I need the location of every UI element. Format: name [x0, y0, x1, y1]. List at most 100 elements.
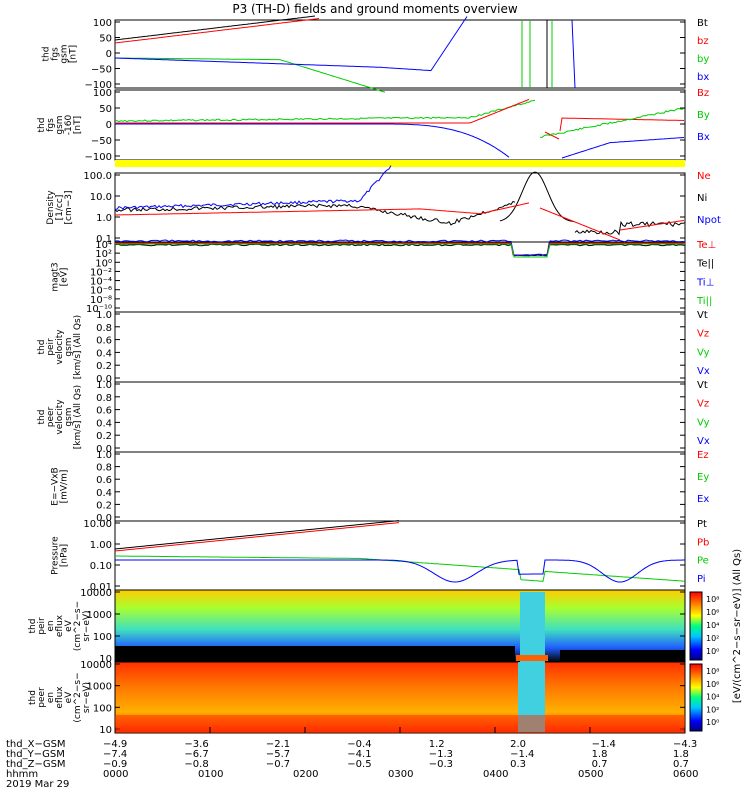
footer-value: −7.4 [103, 749, 128, 760]
ytick-label: 0.6 [96, 336, 112, 347]
legend-Bt: Bt [697, 18, 708, 29]
ylabel: gsm [64, 337, 74, 356]
footer-value: −1.4 [510, 749, 535, 760]
ylabel: gsm [64, 407, 74, 426]
ylabel: thd [37, 410, 47, 425]
ytick-label: 0.6 [96, 475, 112, 486]
ytick-label: 1.0 [96, 380, 112, 391]
ylabel: thd [37, 118, 47, 133]
line-Te-perp [115, 242, 685, 256]
line-Ne-end [619, 219, 685, 231]
ylabel: peer [46, 406, 56, 427]
line-Bx [115, 123, 510, 158]
ytick-label: 10⁻¹⁰ [86, 304, 112, 315]
colorbar-tick: 10⁶ [706, 680, 719, 689]
ylabel: magt3 [51, 262, 61, 291]
line-Npot [115, 165, 392, 210]
ytick-label: 10.00 [83, 519, 112, 530]
ytick-label: 0.6 [96, 406, 112, 417]
ytick-label: 10000 [80, 588, 112, 599]
ytick-label: 0.1 [96, 234, 112, 245]
panel-frame-pressure [114, 520, 686, 591]
footer-label: thd_Y−GSM [6, 749, 65, 760]
footer-value: −0.7 [265, 759, 291, 770]
line-Pi [115, 559, 685, 583]
line-Bt [114, 15, 316, 41]
colorbar-tick: 10² [706, 634, 719, 643]
peir-dark-band [115, 646, 515, 662]
panel-frame-peir-velocity [114, 311, 686, 383]
ytick-label: 10⁰ [95, 258, 112, 269]
line-Te-par [114, 243, 686, 257]
ylabel: eflux [55, 686, 65, 709]
ylabel: gsm [55, 115, 65, 134]
line-Bz-recovery [544, 131, 560, 140]
ylabel: eV [64, 691, 74, 704]
footer-value: −2.1 [265, 739, 291, 750]
ylabel: fgs [51, 47, 61, 61]
ylabel: thd [28, 690, 38, 705]
peir-dark-band-2 [560, 650, 685, 662]
ytick-label: 0.2 [96, 361, 112, 372]
ytick-label: 100 [93, 703, 112, 714]
ylabel: [eV] [60, 268, 70, 287]
ylabel: peer [37, 687, 47, 708]
legend-Te||: Te|| [696, 259, 714, 270]
ylabel: thd [37, 340, 47, 355]
footer-value: −4.1 [347, 749, 372, 760]
colorbar-label: [eV/(cm^2−s−sr−eV)] (All Qs) [732, 549, 743, 703]
footer-value: −6.7 [184, 749, 209, 760]
ylabel: (cm^2−s− [73, 672, 83, 722]
ylabel: [nT] [69, 45, 79, 63]
ylabel: [mV/m] [60, 470, 70, 504]
ytick-label: 0.10 [90, 561, 112, 572]
colorbar-tick: 10⁸ [706, 667, 719, 676]
footer-value: 0400 [483, 769, 509, 780]
ylabel: -160 [64, 115, 74, 136]
line-Ni-peak [499, 171, 575, 222]
ytick-label: 10⁻⁴ [90, 277, 112, 288]
footer-value: −0.8 [184, 759, 209, 770]
ylabel: eV [64, 619, 74, 632]
line-By [114, 99, 536, 123]
ylabel: gsm [60, 44, 70, 63]
ytick-label: 0.0 [96, 444, 112, 455]
legend-Ey: Ey [697, 472, 709, 483]
colorbar-tick: 10⁶ [706, 608, 719, 617]
ytick-label: −50 [91, 136, 112, 147]
legend-Pt: Pt [697, 519, 707, 530]
peer-low-band [115, 715, 685, 733]
footer-value: 1.8 [673, 749, 689, 760]
ytick-label: 0.8 [96, 393, 112, 404]
ytick-label: 10⁻⁸ [90, 295, 112, 306]
ytick-label: 1.0 [96, 310, 112, 321]
legend-Npot: Npot [697, 215, 721, 226]
ytick-label: 10² [95, 249, 112, 260]
footer-value: 2.0 [510, 739, 527, 750]
panel-frame-e-field [114, 451, 686, 522]
legend-Vy: Vy [697, 347, 710, 358]
ytick-label: 50 [99, 34, 112, 45]
panel-frame-fgs-gsm-160 [114, 89, 686, 161]
ytick-label: 10 [99, 725, 112, 736]
ylabel: sr−eV) [82, 682, 92, 713]
line-bz [114, 18, 320, 44]
legend-Vt: Vt [697, 380, 708, 391]
footer-value: 0500 [578, 769, 604, 780]
legend-bx: bx [697, 72, 709, 83]
ytick-label: 0.4 [96, 488, 112, 499]
ytick-label: 1000 [87, 610, 112, 621]
footer-value: 0.7 [673, 759, 689, 770]
ylabel: velocity [55, 399, 65, 435]
footer-value: 0000 [103, 769, 129, 780]
ytick-label: 100 [93, 632, 112, 643]
line-Ti-par [115, 243, 685, 258]
legend-Vx: Vx [697, 366, 710, 377]
footer-value: −3.6 [184, 739, 209, 750]
ytick-label: 0.2 [96, 431, 112, 442]
ytick-label: 10.0 [90, 192, 112, 203]
ylabel: [nT] [73, 116, 83, 134]
footer-value: 0300 [388, 769, 414, 780]
